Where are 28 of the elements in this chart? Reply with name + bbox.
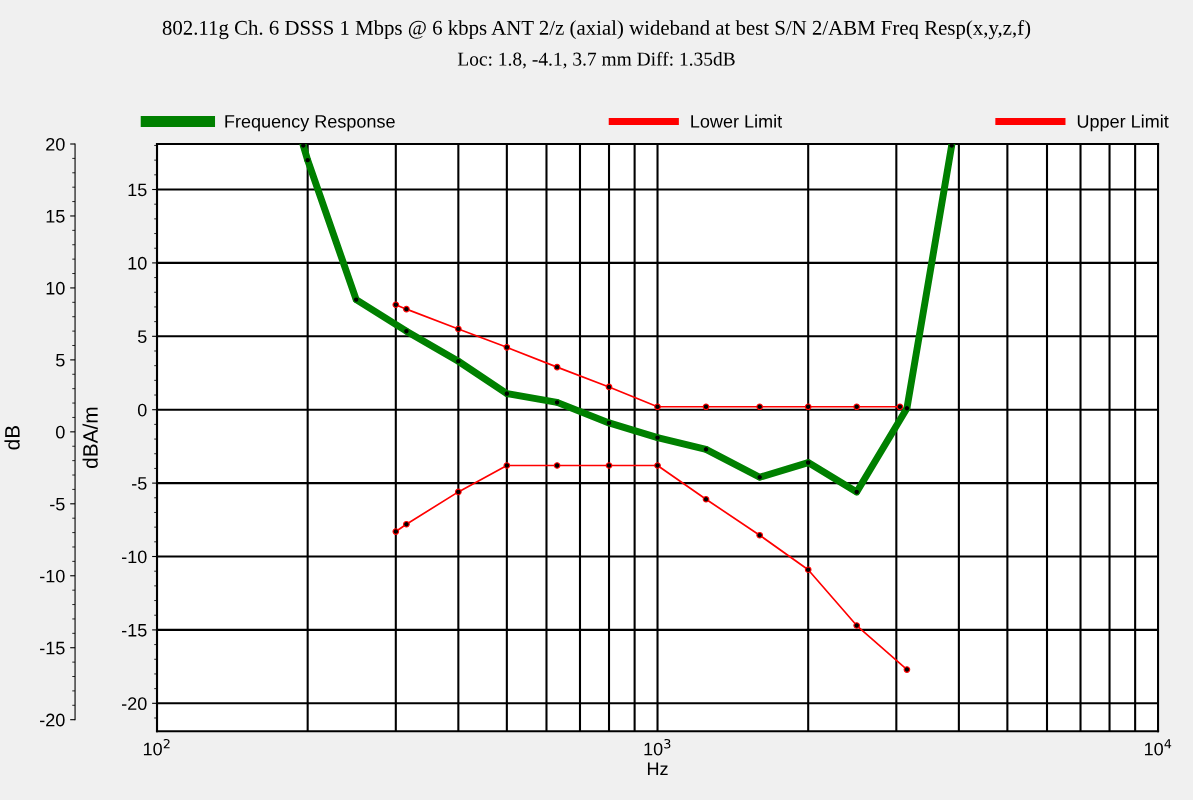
x-tick-label: 10$^{3}$ <box>644 738 671 756</box>
y-tick-label: 5 <box>137 330 147 344</box>
y3-tick-label: -10 <box>40 569 65 583</box>
y3-tick-label: 20 <box>46 137 65 151</box>
legend-label: Upper Limit <box>1077 114 1169 132</box>
y-axis-title: dBA/m <box>82 407 98 468</box>
x-tick-label: 10$^{2}$ <box>143 738 170 756</box>
y3-axis-title: dB <box>4 425 20 450</box>
y-tick-label: 15 <box>128 183 147 197</box>
y-tick-label: 0 <box>137 403 147 417</box>
x-tick-label: 10$^{4}$ <box>1144 739 1172 756</box>
y-tick-label: -10 <box>121 550 147 564</box>
chart-title: 802.11g Ch. 6 DSSS 1 Mbps @ 6 kbps ANT 2/z (axial) wideband at best S/N 2/ABM Freq Resp(x,y,z,f) <box>162 20 1031 40</box>
legend-label: Lower Limit <box>691 114 783 128</box>
chart-subtitle: Loc: 1.8, -4.1, 3.7 mm Diff: 1.35dB <box>457 51 735 69</box>
y3-tick-label: -5 <box>50 497 65 511</box>
y-tick-label: -20 <box>121 697 147 711</box>
y-tick-label: -5 <box>132 477 147 490</box>
y3-tick-label: 10 <box>46 281 65 295</box>
x-axis-title: Hz <box>647 762 668 775</box>
y3-tick-label: 5 <box>56 354 65 367</box>
legend-label: Frequency Response <box>225 115 395 132</box>
y3-tick-label: -20 <box>40 713 65 727</box>
y3-tick-label: -15 <box>40 641 65 655</box>
y-tick-label: 10 <box>128 256 147 270</box>
y3-tick-label: 15 <box>46 210 65 223</box>
y-tick-label: -15 <box>121 624 147 637</box>
y3-tick-label: 0 <box>56 425 65 439</box>
